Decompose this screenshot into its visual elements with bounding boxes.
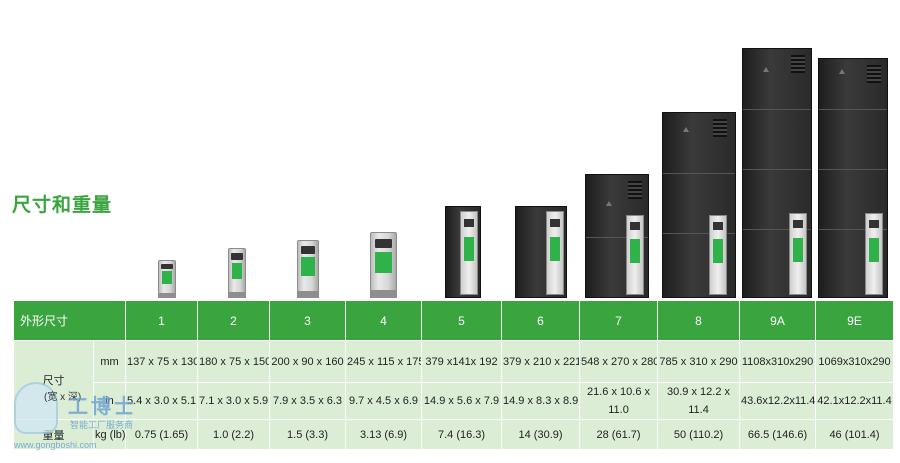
table-cell: 3.13 (6.9) bbox=[345, 419, 423, 450]
header-label: 外形尺寸 bbox=[12, 300, 127, 341]
table-cell: 1108x310x290 bbox=[739, 340, 817, 383]
table-cell: 30.9 x 12.2 x 11.4 bbox=[657, 382, 741, 420]
drive-lineup-image bbox=[158, 48, 888, 298]
header-size: 6 bbox=[501, 300, 581, 341]
unit-cell: mm bbox=[92, 340, 127, 383]
table-cell: 14.9 x 8.3 x 8.9 bbox=[501, 382, 581, 420]
table-cell: 379 x 210 x 221 bbox=[501, 340, 581, 383]
unit-cell: kg (lb) bbox=[92, 419, 127, 450]
table-cell: 14 (30.9) bbox=[501, 419, 581, 450]
table-cell: 180 x 75 x 150 bbox=[197, 340, 271, 383]
drive-size-3-image bbox=[297, 240, 319, 298]
header-size: 4 bbox=[345, 300, 423, 341]
table-cell: 379 x141x 192 bbox=[421, 340, 503, 383]
table-cell: 0.75 (1.65) bbox=[125, 419, 199, 450]
drive-size-1-image bbox=[158, 260, 176, 298]
table-cell: 46 (101.4) bbox=[815, 419, 895, 450]
header-size: 2 bbox=[197, 300, 271, 341]
unit-cell: in bbox=[92, 382, 127, 420]
table-cell: 137 x 75 x 130 bbox=[125, 340, 199, 383]
table-cell: 548 x 270 x 280 bbox=[579, 340, 659, 383]
header-size: 5 bbox=[421, 300, 503, 341]
table-cell: 1.5 (3.3) bbox=[269, 419, 347, 450]
drive-size-6-image bbox=[515, 206, 567, 298]
page-title: 尺寸和重量 bbox=[12, 194, 113, 216]
table-cell: 28 (61.7) bbox=[579, 419, 659, 450]
table-row-in: in 5.4 x 3.0 x 5.1 7.1 x 3.0 x 5.9 7.9 x… bbox=[14, 382, 895, 420]
table-cell: 21.6 x 10.6 x 11.0 bbox=[579, 382, 659, 420]
table-cell: 42.1x12.2x11.4 bbox=[815, 382, 895, 420]
table-cell: 1069x310x290 bbox=[815, 340, 895, 383]
table-cell: 43.6x12.2x11.4 bbox=[739, 382, 817, 420]
header-size: 8 bbox=[657, 300, 741, 341]
header-size: 3 bbox=[269, 300, 347, 341]
drive-size-5-image bbox=[445, 206, 481, 298]
header-size: 7 bbox=[579, 300, 659, 341]
table-cell: 14.9 x 5.6 x 7.9 bbox=[421, 382, 503, 420]
table-row-weight: 重量 kg (lb) 0.75 (1.65) 1.0 (2.2) 1.5 (3.… bbox=[13, 419, 895, 450]
table-header-row: 外形尺寸 1 2 3 4 5 6 7 8 9A 9E bbox=[12, 300, 895, 341]
header-size: 9E bbox=[815, 300, 895, 341]
header-size: 1 bbox=[125, 300, 199, 341]
drive-size-4-image bbox=[370, 232, 397, 298]
table-cell: 5.4 x 3.0 x 5.1 bbox=[125, 382, 199, 420]
header-size: 9A bbox=[739, 300, 817, 341]
weight-label: 重量 bbox=[13, 419, 94, 450]
drive-size-2-image bbox=[228, 248, 246, 298]
drive-size-9e-image bbox=[818, 58, 888, 298]
table-cell: 66.5 (146.6) bbox=[739, 419, 817, 450]
dimensions-weights-table: 外形尺寸 1 2 3 4 5 6 7 8 9A 9E 尺寸 mm 137 x 7… bbox=[12, 300, 895, 450]
drive-size-7-image bbox=[585, 174, 649, 298]
drive-size-8-image bbox=[662, 112, 736, 298]
drive-size-9a-image bbox=[742, 48, 812, 298]
table-cell: 50 (110.2) bbox=[657, 419, 741, 450]
table-cell: 9.7 x 4.5 x 6.9 bbox=[345, 382, 423, 420]
table-cell: 245 x 115 x 175 bbox=[345, 340, 423, 383]
table-row-mm: 尺寸 mm 137 x 75 x 130 180 x 75 x 150 200 … bbox=[13, 340, 895, 420]
dimension-label: 尺寸 bbox=[13, 340, 94, 420]
table-cell: 1.0 (2.2) bbox=[197, 419, 271, 450]
table-cell: 7.4 (16.3) bbox=[421, 419, 503, 450]
table-cell: 785 x 310 x 290 bbox=[657, 340, 741, 383]
table-cell: 200 x 90 x 160 bbox=[269, 340, 347, 383]
table-cell: 7.9 x 3.5 x 6.3 bbox=[269, 382, 347, 420]
table-cell: 7.1 x 3.0 x 5.9 bbox=[197, 382, 271, 420]
